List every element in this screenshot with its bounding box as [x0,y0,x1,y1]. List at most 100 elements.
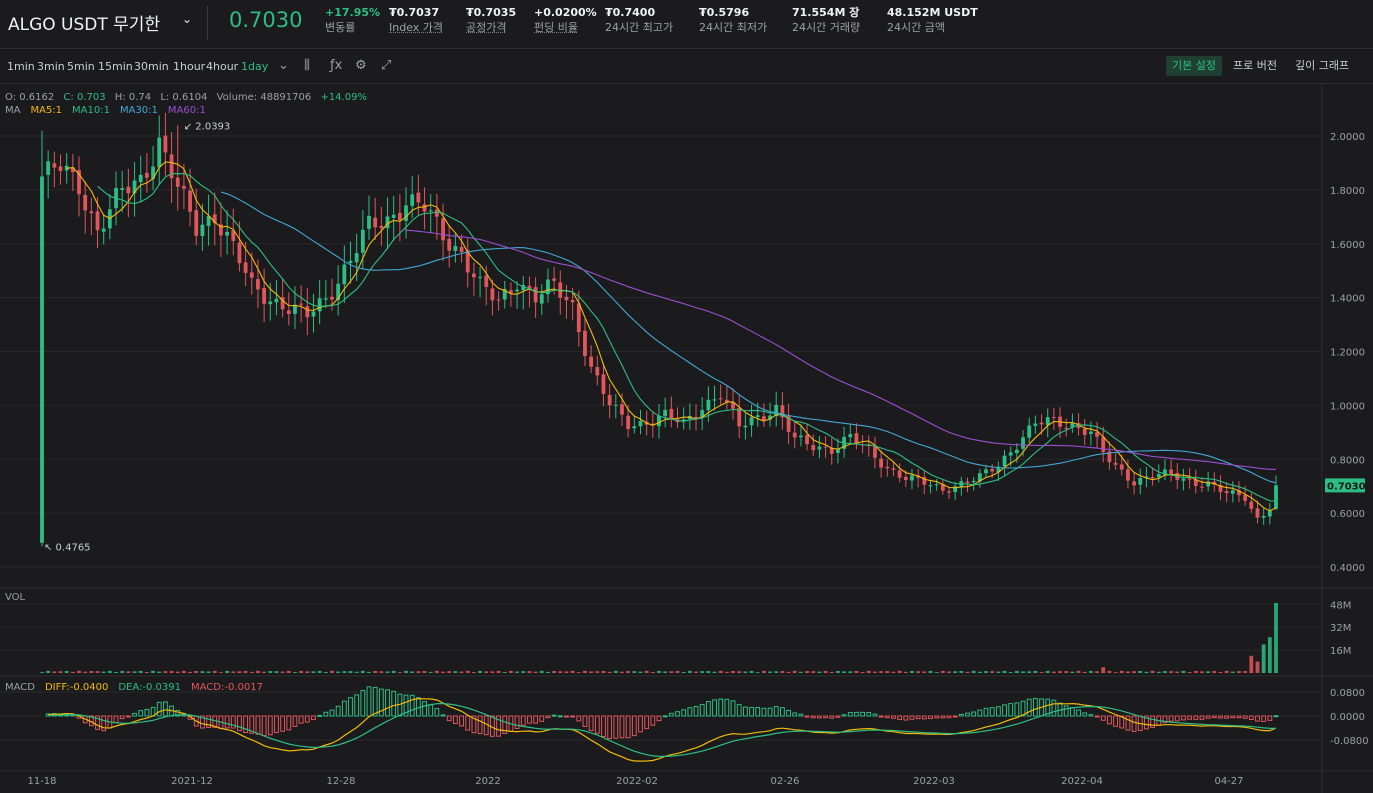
macd-bar [1032,697,1038,717]
candle [996,466,1001,473]
volume-bar [101,671,106,673]
candle [434,209,439,217]
macd-bar [520,715,526,726]
macd-bar [119,715,125,720]
candle [286,310,291,315]
macd-bar [348,697,353,717]
volume-bar [620,671,624,673]
candle [478,276,482,278]
interval-30min[interactable]: 30min [134,60,169,73]
volume-bar [471,672,476,673]
stat-value: ₮0.5796 [699,6,750,19]
macd-bar [860,711,866,717]
volume-bar [1144,671,1149,673]
macd-bar [440,714,446,717]
macd-bar [693,706,699,717]
macd-bar [921,715,927,720]
settings-icon[interactable]: ⚙ [355,58,367,73]
macd-bar [1205,715,1211,719]
macd-bar [866,711,872,717]
candle [1045,417,1050,426]
macd-bar [1174,715,1180,722]
low-annotation: ↖ 0.4765 [44,542,91,553]
candle [1002,455,1007,467]
stat-item: +0.0200% 펀딩 비율 [534,6,597,36]
volume-bar [1132,671,1136,673]
candle [1039,422,1044,425]
volume-bar [1126,671,1130,673]
candle [854,433,859,444]
interval-4hour[interactable]: 4hour [206,60,239,73]
macd-bar [1014,702,1020,717]
interval-1min[interactable]: 1min [7,60,35,73]
view-button[interactable]: 깊이 그래프 [1295,59,1350,72]
macd-bar [884,715,890,719]
volume-bar [712,671,717,673]
volume-bar [496,670,501,673]
interval-1hour[interactable]: 1hour [173,60,206,73]
volume-bar [274,671,279,673]
macd-bar [1144,715,1149,730]
view-button[interactable]: 기본 설정 [1166,56,1222,76]
view-button[interactable]: 프로 버전 [1233,59,1277,72]
chevron-down-icon[interactable]: ⌄ [278,58,289,73]
volume-bar [903,671,908,673]
fx-icon[interactable]: ƒx [330,58,343,73]
stat-item: ₮0.7035 공정가격 [466,6,516,36]
macd-bar [1026,698,1032,717]
volume-bar [811,671,816,673]
candlestick-icon[interactable]: ⫼ [304,58,310,73]
candle [663,409,668,417]
volume-bar [225,670,230,673]
macd-dea-line [48,702,1276,757]
candle [885,466,890,469]
interval-1day[interactable]: 1day [241,60,269,73]
macd-bar [1020,700,1026,717]
macd-bar [829,715,835,719]
volume-bar [632,671,637,673]
volume-bar [194,671,199,673]
fullscreen-icon[interactable]: ⤢ [381,58,392,73]
volume-bar [1076,670,1081,673]
chevron-down-icon[interactable]: ⌄ [182,12,193,26]
volume-bar [64,671,69,673]
macd-bar [243,715,249,733]
macd-bar [1218,715,1223,719]
macd-bar [527,715,532,724]
interval-5min[interactable]: 5min [67,60,95,73]
volume-bar [947,671,951,673]
macd-bar [1193,715,1199,720]
volume-bar [397,672,402,673]
x-axis-label: 2022-03 [913,776,955,787]
candle [570,299,575,303]
volume-bar [373,671,378,673]
candle [922,477,927,485]
macd-bar [625,715,631,739]
volume-bar [231,671,236,673]
candle [1181,478,1186,481]
candle [897,470,902,478]
candle [1237,490,1241,496]
volume-bar [410,671,415,673]
volume-bar [1070,671,1075,673]
volume-bar [724,671,729,673]
volume-bar [644,670,649,673]
stat-label[interactable]: 공정가격 [466,21,507,34]
candle [539,294,544,304]
volume-bar [546,671,550,673]
volume-axis-label: 16M [1330,646,1351,657]
volume-bar [249,671,254,673]
stat-label[interactable]: 펀딩 비율 [534,21,578,34]
symbol-name[interactable]: ALGO USDT 무기한 [8,15,161,35]
macd-bar [551,714,557,717]
volume-bar [1243,671,1248,673]
macd-bar [237,715,242,731]
candle [428,210,433,212]
interval-3min[interactable]: 3min [37,60,65,73]
interval-15min[interactable]: 15min [98,60,133,73]
stat-label[interactable]: Index 가격 [389,21,444,34]
macd-bar [132,712,137,717]
candle [873,445,877,458]
macd-bar [891,715,896,719]
